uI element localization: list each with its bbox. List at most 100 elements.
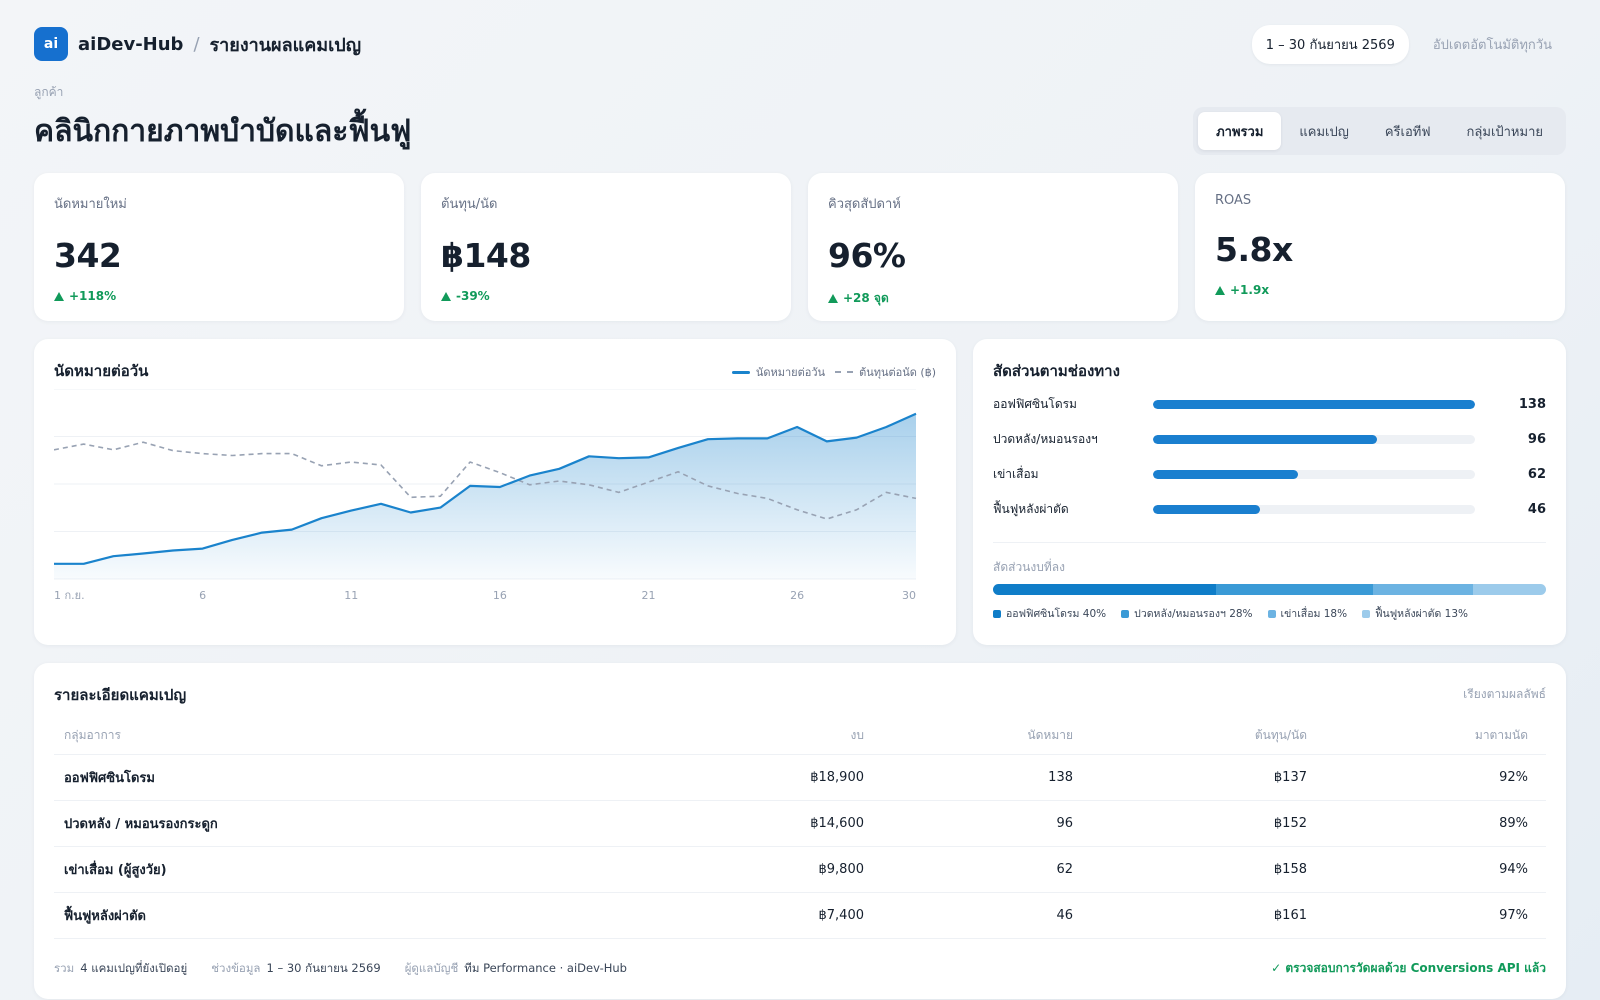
legend-item-appointments[interactable]: นัดหมายต่อวัน <box>731 363 826 381</box>
kpi-card-cost-per-appointment: ต้นทุน/นัด ฿148 -39% <box>421 173 791 321</box>
cell-budget: ฿9,800 <box>818 862 865 877</box>
legend-label: ต้นทุนต่อนัด (฿) <box>859 366 936 379</box>
cell-show-rate: 89% <box>1499 816 1528 831</box>
cell-symptom-group: ออฟฟิศซินโดรม <box>64 771 155 786</box>
footer-owner-value: ทีม Performance · aiDev-Hub <box>464 960 627 975</box>
channel-row[interactable]: ออฟฟิศซินโดรม 138 <box>993 394 1546 414</box>
budget-share-segment[interactable] <box>1216 584 1373 595</box>
footer-total-value: 4 แคมเปญที่ยังเปิดอยู่ <box>80 960 188 975</box>
legend-swatch-icon <box>1362 609 1371 618</box>
budget-share-legend-item: ปวดหลัง/หมอนรองฯ 28% <box>1121 605 1253 622</box>
campaign-table: กลุ่มอาการ งบ นัดหมาย ต้นทุน/นัด มาตามนั… <box>54 717 1546 939</box>
channel-bar-fill <box>1153 469 1298 479</box>
budget-share-legend-item: เข่าเสื่อม 18% <box>1267 605 1348 622</box>
trend-up-icon <box>1215 285 1225 295</box>
chart-title: นัดหมายต่อวัน <box>54 362 149 380</box>
tab-creatives[interactable]: ครีเอทีฟ <box>1384 124 1431 140</box>
x-tick-label: 16 <box>493 589 507 602</box>
kpi-value: 96% <box>828 236 906 275</box>
sort-control[interactable]: เรียงตามผลลัพธ์ <box>1463 687 1546 701</box>
table-row[interactable]: ฟื้นฟูหลังผ่าตัด ฿7,400 46 ฿161 97% <box>54 893 1546 939</box>
legend-label: ฟื้นฟูหลังผ่าตัด 13% <box>1375 608 1468 620</box>
legend-swatch-icon <box>1121 609 1130 618</box>
channel-value: 96 <box>1527 431 1546 447</box>
legend-label: นัดหมายต่อวัน <box>755 366 826 379</box>
x-tick-label: 26 <box>790 589 804 602</box>
kpi-delta-text: +118% <box>69 289 117 303</box>
cell-appointments: 96 <box>1056 816 1073 831</box>
tab-overview[interactable]: ภาพรวม <box>1198 112 1282 150</box>
legend-item-cost[interactable]: ต้นทุนต่อนัด (฿) <box>835 363 936 381</box>
legend-solid-line-icon <box>731 370 750 374</box>
trend-up-icon <box>828 294 838 303</box>
kpi-label: นัดหมายใหม่ <box>54 197 127 212</box>
legend-label: ออฟฟิศซินโดรม 40% <box>1006 608 1107 620</box>
column-header-show-rate[interactable]: มาตามนัด <box>1474 728 1528 742</box>
kpi-card-new-appointments: นัดหมายใหม่ 342 +118% <box>34 173 404 321</box>
channel-row[interactable]: ปวดหลัง/หมอนรองฯ 96 <box>993 429 1546 449</box>
channel-share-card: สัดส่วนตามช่องทาง ออฟฟิศซินโดรม 138 ปวดหลั… <box>973 339 1566 645</box>
cell-cost-per-appointment: ฿152 <box>1273 816 1307 831</box>
channel-name: เข่าเสื่อม <box>993 466 1039 481</box>
cell-appointments: 138 <box>1048 770 1073 785</box>
channel-row[interactable]: เข่าเสื่อม 62 <box>993 464 1546 484</box>
kpi-value: ฿148 <box>441 236 531 275</box>
channel-bar-fill <box>1153 399 1475 409</box>
client-label: ลูกค้า <box>34 85 64 99</box>
column-header-budget[interactable]: งบ <box>850 728 864 742</box>
channel-bar-track <box>1153 469 1475 479</box>
channel-row[interactable]: ฟื้นฟูหลังผ่าตัด 46 <box>993 499 1546 519</box>
budget-share-legend-item: ฟื้นฟูหลังผ่าตัด 13% <box>1362 605 1468 622</box>
cell-appointments: 46 <box>1056 908 1073 923</box>
budget-share-segment[interactable] <box>993 584 1217 595</box>
cell-cost-per-appointment: ฿137 <box>1273 770 1307 785</box>
logo[interactable]: ai <box>34 27 68 61</box>
breadcrumb-page: รายงานผลแคมเปญ <box>209 34 362 56</box>
table-row[interactable]: ปวดหลัง / หมอนรองกระดูก ฿14,600 96 ฿152 … <box>54 801 1546 847</box>
cell-appointments: 62 <box>1056 862 1073 877</box>
table-row[interactable]: ออฟฟิศซินโดรม ฿18,900 138 ฿137 92% <box>54 755 1546 801</box>
legend-label: ปวดหลัง/หมอนรองฯ 28% <box>1134 608 1253 620</box>
chart-legend: นัดหมายต่อวัน ต้นทุนต่อนัด (฿) <box>722 363 936 381</box>
column-header-appointments[interactable]: นัดหมาย <box>1027 728 1073 742</box>
logo-text: ai <box>43 36 59 52</box>
kpi-label: คิวสุดสัปดาห์ <box>828 197 901 212</box>
cost-per-appointment-series-line <box>54 441 917 520</box>
kpi-card-weekend-queue: คิวสุดสัปดาห์ 96% +28 จุด <box>808 173 1178 321</box>
column-header-symptom-group[interactable]: กลุ่มอาการ <box>64 728 121 742</box>
cell-show-rate: 97% <box>1499 908 1528 923</box>
kpi-label: ต้นทุน/นัด <box>441 197 498 212</box>
channel-card-title: สัดส่วนตามช่องทาง <box>993 362 1120 380</box>
kpi-value: 5.8x <box>1215 230 1293 269</box>
x-tick-label: 30 <box>902 589 916 602</box>
table-row[interactable]: เข่าเสื่อม (ผู้สูงวัย) ฿9,800 62 ฿158 94… <box>54 847 1546 893</box>
appointments-area <box>54 413 916 579</box>
x-tick-label: 11 <box>344 589 358 602</box>
channel-name: ปวดหลัง/หมอนรองฯ <box>993 431 1098 446</box>
budget-share-segment[interactable] <box>1473 584 1546 595</box>
legend-swatch-icon <box>993 609 1001 618</box>
channel-name: ฟื้นฟูหลังผ่าตัด <box>993 501 1069 516</box>
tab-campaigns[interactable]: แคมเปญ <box>1299 124 1349 140</box>
channel-value: 62 <box>1527 466 1546 482</box>
date-range-picker[interactable]: 1 – 30 กันยายน 2569 <box>1251 24 1409 64</box>
trend-up-icon <box>54 291 64 301</box>
cell-symptom-group: ฟื้นฟูหลังผ่าตัด <box>64 909 146 924</box>
divider <box>993 542 1546 543</box>
legend-label: เข่าเสื่อม 18% <box>1280 608 1348 620</box>
cell-show-rate: 92% <box>1499 770 1528 785</box>
budget-share-label: สัดส่วนงบที่ลง <box>993 560 1065 574</box>
cell-budget: ฿18,900 <box>810 770 864 785</box>
channel-name: ออฟฟิศซินโดรม <box>993 396 1077 411</box>
brand-name[interactable]: aiDev-Hub <box>78 33 184 55</box>
column-header-cost-per-appointment[interactable]: ต้นทุน/นัด <box>1254 728 1307 742</box>
channel-bar-fill <box>1153 504 1261 514</box>
tab-audiences[interactable]: กลุ่มเป้าหมาย <box>1466 124 1543 140</box>
kpi-delta-text: +1.9x <box>1230 283 1270 297</box>
table-footer: รวม 4 แคมเปญที่ยังเปิดอยู่ ช่วงข้อมูล 1 … <box>54 959 1546 978</box>
kpi-delta: +1.9x <box>1215 283 1545 297</box>
footer-owner-label: ผู้ดูแลบัญชี <box>404 960 459 975</box>
budget-share-bar <box>993 584 1546 595</box>
budget-share-segment[interactable] <box>1372 584 1474 595</box>
budget-share-legend: ออฟฟิศซินโดรม 40% ปวดหลัง/หมอนรองฯ 28% เข่… <box>993 605 1483 622</box>
